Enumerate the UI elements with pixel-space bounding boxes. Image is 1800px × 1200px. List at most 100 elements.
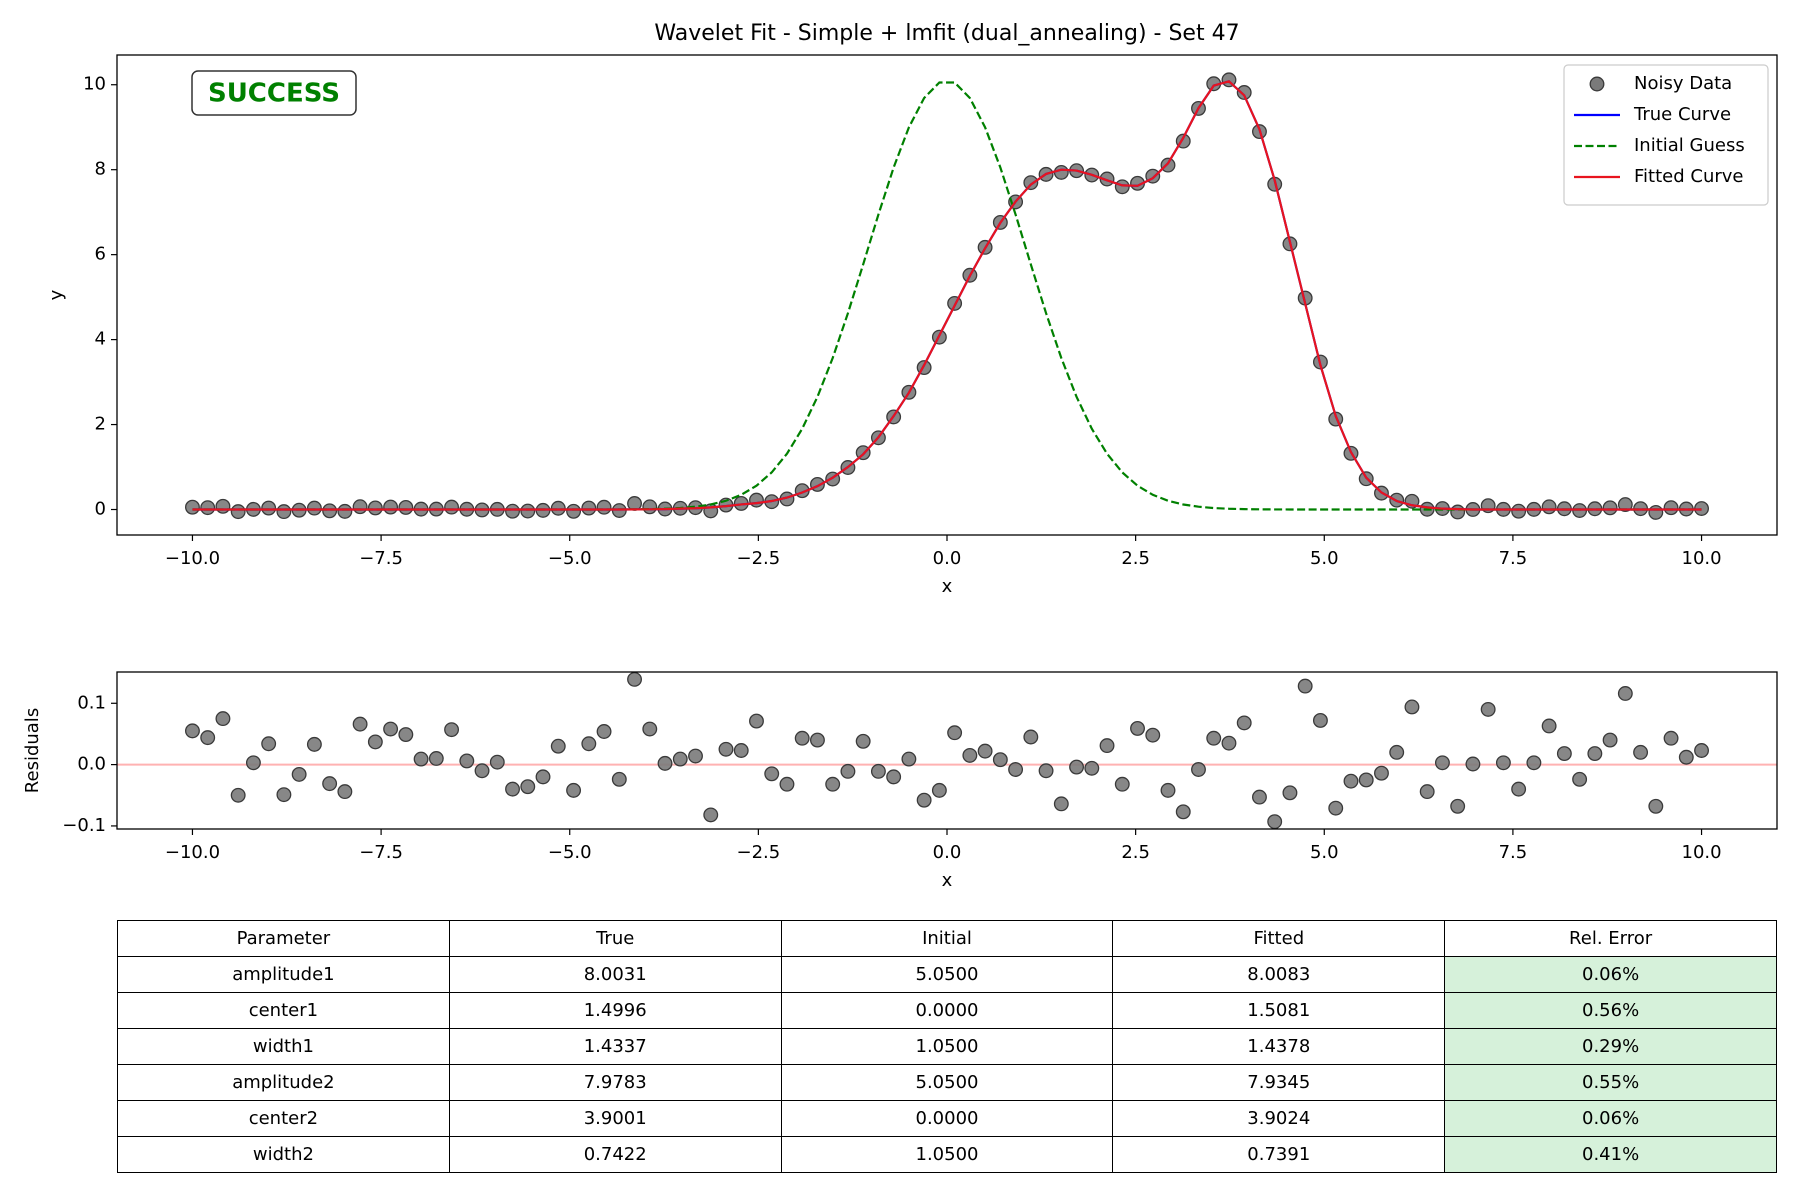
x-tick-label: −10.0 <box>165 548 220 569</box>
table-row: width1 1.4337 1.0500 1.4378 0.29% <box>117 1028 1777 1065</box>
x-tick-label: 7.5 <box>1499 842 1528 863</box>
chart-title: Wavelet Fit - Simple + lmfit (dual_annea… <box>654 21 1239 46</box>
table-header-cell: Parameter <box>117 920 450 957</box>
table-cell: 0.55% <box>1444 1064 1777 1101</box>
table-cell: 0.7391 <box>1112 1136 1446 1173</box>
x-tick-label: −5.0 <box>548 548 592 569</box>
data-point <box>1389 744 1405 760</box>
data-point <box>413 751 429 767</box>
axes-frame <box>116 671 1778 830</box>
data-point <box>1069 759 1085 775</box>
data-point <box>185 723 200 739</box>
data-point <box>733 743 749 758</box>
data-point <box>1236 85 1252 100</box>
data-point <box>779 776 795 792</box>
data-point <box>200 500 216 516</box>
data-point <box>306 500 322 516</box>
data-point <box>1358 772 1374 788</box>
data-point <box>916 792 932 808</box>
data-point <box>337 784 353 800</box>
data-point <box>352 716 368 732</box>
data-point <box>688 748 703 764</box>
table-cell: 0.0000 <box>780 992 1114 1029</box>
data-point <box>672 751 688 767</box>
data-point <box>505 503 520 519</box>
data-point <box>1053 796 1069 812</box>
data-point <box>1221 735 1237 751</box>
data-point <box>398 499 414 515</box>
data-point <box>1099 738 1115 754</box>
table-header-cell: Rel. Error <box>1444 920 1777 957</box>
table-cell: 0.7422 <box>448 1136 782 1173</box>
data-point <box>215 498 231 514</box>
data-point <box>1556 746 1572 762</box>
x-tick-label: 10.0 <box>1682 842 1722 863</box>
data-point <box>276 787 292 803</box>
data-point <box>1114 776 1130 792</box>
data-point <box>962 747 978 763</box>
y-tick-label: 0.0 <box>77 754 106 775</box>
y-axis-label: y <box>46 289 67 300</box>
table-cell: 1.4378 <box>1112 1028 1446 1065</box>
annotation: SUCCESS <box>208 79 340 109</box>
data-point <box>581 500 597 516</box>
data-point <box>185 499 200 515</box>
data-point <box>1252 789 1267 805</box>
data-point <box>535 769 551 785</box>
x-tick-label: −2.5 <box>737 548 781 569</box>
table-row: width2 0.7422 1.0500 0.7391 0.41% <box>117 1136 1777 1173</box>
data-point <box>337 503 353 519</box>
table-cell: 1.0500 <box>780 1136 1114 1173</box>
table-cell: 3.9024 <box>1112 1100 1446 1137</box>
table-cell: 7.9345 <box>1112 1064 1446 1101</box>
data-point <box>1678 749 1694 765</box>
x-tick-label: 10.0 <box>1682 548 1722 569</box>
data-point <box>627 672 642 687</box>
x-tick-label: −7.5 <box>359 842 403 863</box>
data-point <box>306 736 322 752</box>
data-point <box>611 771 627 787</box>
table-cell: 7.9783 <box>448 1064 782 1101</box>
data-point <box>1008 762 1024 777</box>
table-header-cell: Fitted <box>1112 920 1446 957</box>
x-tick-label: 5.0 <box>1310 842 1339 863</box>
data-point <box>840 763 856 779</box>
data-point <box>1343 773 1359 789</box>
data-point <box>794 730 810 746</box>
data-point <box>1374 765 1389 781</box>
data-point <box>444 499 460 515</box>
data-point <box>383 499 399 515</box>
data-point <box>1480 701 1496 717</box>
data-point <box>474 763 490 779</box>
data-point <box>642 721 658 737</box>
data-point <box>1526 755 1542 771</box>
table-cell: 0.41% <box>1444 1136 1777 1173</box>
table-cell: width1 <box>117 1028 450 1065</box>
data-point <box>749 492 764 508</box>
data-point <box>1404 699 1420 715</box>
y-tick-label: 6 <box>95 244 106 265</box>
data-point <box>1023 175 1039 191</box>
data-point <box>291 766 307 782</box>
data-point <box>566 503 582 519</box>
data-point <box>947 725 963 741</box>
y-tick-label: 8 <box>95 159 106 180</box>
data-point <box>886 769 902 785</box>
data-point <box>1191 762 1206 777</box>
data-point <box>261 500 277 516</box>
data-point <box>367 734 383 750</box>
plot-area <box>117 672 1777 829</box>
data-point <box>1587 746 1603 762</box>
table-cell: 5.0500 <box>780 1064 1114 1101</box>
data-point <box>703 807 719 823</box>
data-point <box>230 787 246 803</box>
data-point <box>764 766 780 782</box>
x-tick-label: 2.5 <box>1121 842 1150 863</box>
legend-box <box>1563 64 1769 206</box>
x-tick-label: 2.5 <box>1121 548 1150 569</box>
data-point <box>1495 755 1511 771</box>
table-cell: 0.0000 <box>780 1100 1114 1137</box>
data-point <box>1648 798 1664 814</box>
data-point <box>581 736 597 752</box>
